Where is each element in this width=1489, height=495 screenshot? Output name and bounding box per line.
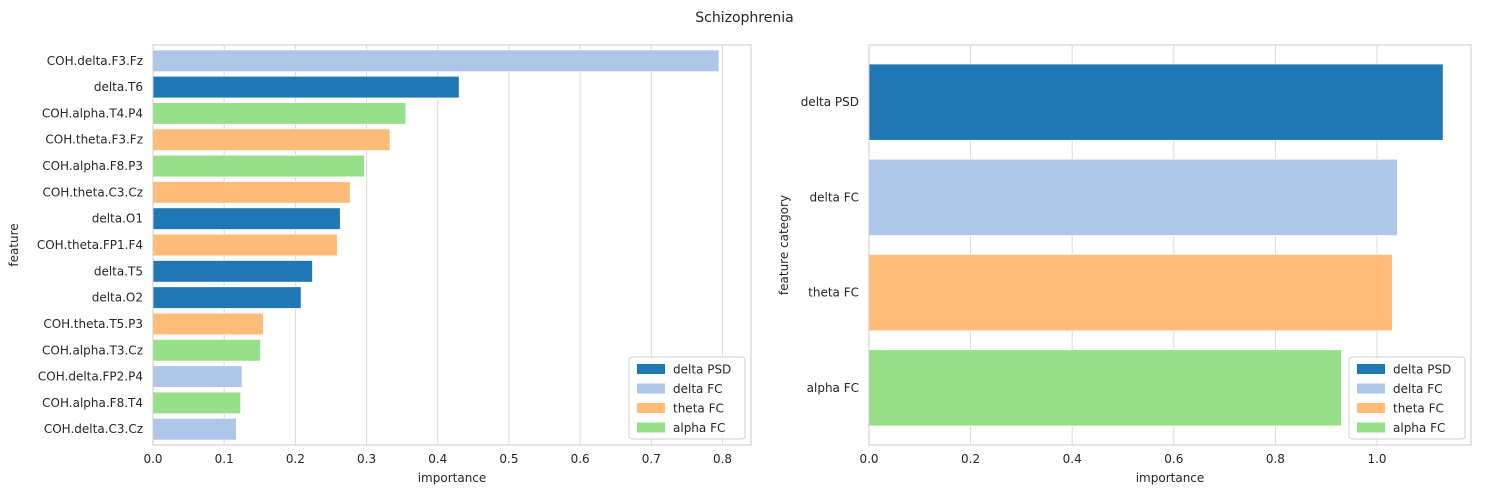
y-tick-label: COH.alpha.F8.T4 (42, 396, 143, 410)
bar-coh-theta-t5-p3 (152, 312, 264, 336)
y-tick-label: delta.O1 (92, 212, 143, 226)
category-importance-plot: delta PSD delta FC theta FC alpha FC 0.0 0.2 0… (777, 44, 1472, 485)
x-tick-label: 0.3 (357, 452, 376, 466)
legend: delta PSD delta FC theta FC alpha FC (1348, 356, 1466, 440)
legend-label: theta FC (1393, 402, 1444, 416)
x-tick-label: 0.4 (428, 452, 447, 466)
y-tick-label: COH.delta.C3.Cz (44, 422, 143, 436)
y-tick-label: delta FC (810, 190, 860, 204)
legend-label: alpha FC (673, 421, 725, 435)
legend-label: delta PSD (1393, 363, 1451, 377)
y-tick-label: COH.alpha.F8.P3 (42, 159, 143, 173)
bar-delta-t6 (152, 76, 460, 99)
legend: delta PSD delta FC theta FC alpha FC (628, 356, 746, 440)
y-tick-label: COH.theta.F3.Fz (45, 133, 143, 147)
x-tick-label: 0.0 (859, 452, 878, 466)
bar-delta-o1 (152, 207, 341, 230)
x-axis-label: importance (418, 471, 487, 485)
figure-suptitle: Schizophrenia (695, 10, 793, 26)
legend-swatch (637, 383, 665, 394)
bar-coh-alpha-f8-p3 (152, 154, 365, 178)
x-tick-label: 0.0 (143, 452, 162, 466)
x-tick-label: 0.4 (1063, 452, 1082, 466)
y-tick-label: delta.T6 (94, 80, 143, 94)
bar-coh-theta-fp1-f4 (152, 233, 338, 257)
bar-theta-fc (868, 254, 1393, 332)
legend-box (1348, 356, 1466, 440)
legend-swatch (637, 364, 665, 374)
legend-label: delta PSD (673, 363, 731, 377)
bar-delta-psd (868, 63, 1444, 141)
bar-coh-theta-c3-cz (152, 181, 351, 204)
bar-coh-delta-fp2-p4 (152, 365, 243, 388)
x-tick-label: 0.8 (713, 452, 732, 466)
bar-alpha-fc (868, 349, 1342, 427)
legend-swatch (1357, 383, 1385, 394)
legend-label: delta FC (673, 382, 723, 396)
y-tick-label: COH.theta.T5.P3 (43, 317, 143, 331)
bar-coh-alpha-t4-p4 (152, 102, 407, 125)
y-tick-label: delta PSD (801, 95, 859, 109)
bar-coh-theta-f3-fz (152, 128, 391, 151)
y-tick-label: COH.delta.F3.Fz (47, 54, 143, 68)
legend-swatch (1357, 403, 1385, 413)
y-tick-label: COH.theta.C3.Cz (42, 185, 143, 199)
x-tick-label: 0.8 (1266, 452, 1285, 466)
y-tick-label: delta.O2 (92, 291, 143, 305)
legend-box (628, 356, 746, 440)
x-tick-label: 0.6 (571, 452, 590, 466)
x-tick-label: 0.2 (961, 452, 980, 466)
bar-coh-alpha-f8-t4 (152, 391, 241, 414)
axes-frame (868, 44, 1472, 446)
legend-swatch (637, 422, 665, 433)
y-tick-label: COH.delta.FP2.P4 (38, 370, 143, 384)
feature-importance-plot: COH.delta.F3.Fz delta.T6 COH.alpha.T4.P4 CO… (7, 44, 752, 485)
legend-swatch (637, 403, 665, 413)
legend-swatch (1357, 364, 1385, 374)
legend-label: delta FC (1393, 382, 1443, 396)
legend-swatch (1357, 422, 1385, 433)
x-tick-label: 0.1 (215, 452, 234, 466)
y-axis-label: feature (7, 223, 21, 266)
x-tick-label: 1.0 (1367, 452, 1386, 466)
bar-delta-o2 (152, 286, 302, 309)
bar-coh-delta-c3-cz (152, 418, 237, 441)
bar-coh-delta-f3-fz (152, 49, 720, 72)
x-tick-label: 0.6 (1164, 452, 1183, 466)
bar-delta-fc (868, 158, 1398, 236)
axes-frame (152, 44, 752, 446)
x-tick-label: 0.5 (499, 452, 518, 466)
y-tick-label: COH.theta.FP1.F4 (37, 238, 143, 252)
legend-label: alpha FC (1393, 421, 1445, 435)
y-axis-label: feature category (777, 195, 791, 295)
y-tick-label: COH.alpha.T3.Cz (42, 343, 143, 357)
legend-label: theta FC (673, 402, 724, 416)
y-tick-label: delta.T5 (94, 264, 143, 278)
x-tick-label: 0.7 (642, 452, 661, 466)
y-tick-label: theta FC (808, 286, 859, 300)
y-tick-label: alpha FC (807, 381, 859, 395)
bar-delta-t5 (152, 260, 313, 283)
bar-coh-alpha-t3-cz (152, 339, 261, 362)
y-tick-label: COH.alpha.T4.P4 (42, 106, 143, 120)
x-axis-label: importance (1136, 471, 1205, 485)
x-tick-label: 0.2 (286, 452, 305, 466)
